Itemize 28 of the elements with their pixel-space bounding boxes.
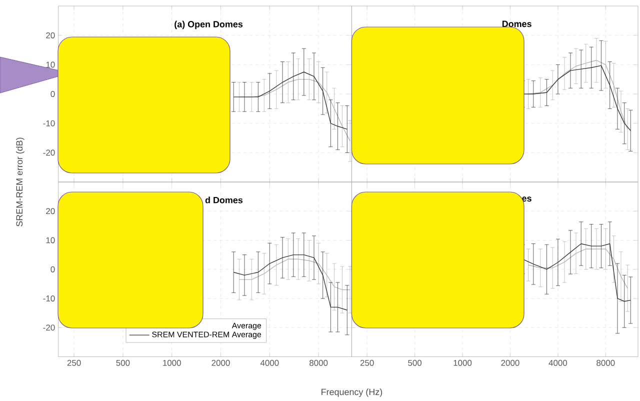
text: Domes: [502, 20, 532, 28]
x-tick-label: 8000: [310, 360, 328, 366]
x-axis-title: Frequency (Hz): [322, 388, 382, 397]
x-tick-label: 4000: [548, 360, 568, 366]
x-tick-label: 500: [116, 360, 130, 366]
x-tick-label: 500: [408, 360, 422, 366]
text: (a) Open Domes: [174, 20, 243, 30]
x-tick-label: 2000: [501, 360, 520, 366]
y-tick-label: 10: [46, 237, 55, 244]
text: d Domes: [205, 196, 243, 204]
y-tick-label: -10: [43, 295, 55, 302]
x-tick-label: 4000: [260, 360, 279, 366]
x-tick-label: 2000: [212, 360, 230, 366]
y-tick-label: 20: [46, 32, 55, 38]
x-tick-label: 1000: [454, 360, 472, 366]
y-tick-label: -20: [43, 150, 55, 156]
y-tick-label: -20: [43, 324, 55, 331]
x-tick-label: 1000: [163, 360, 181, 366]
y-tick-label: 0: [50, 91, 55, 97]
text: es: [522, 196, 532, 202]
y-tick-label: 10: [46, 62, 55, 68]
y-tick-label: 0: [50, 266, 55, 272]
y-tick-label: -10: [43, 120, 55, 126]
y-axis-title: SREM-REM error (dB): [16, 138, 24, 226]
x-tick-label: 250: [360, 360, 374, 366]
x-tick-label: 250: [67, 360, 81, 366]
y-tick-label: 20: [46, 208, 55, 214]
x-tick-label: 8000: [596, 360, 615, 366]
